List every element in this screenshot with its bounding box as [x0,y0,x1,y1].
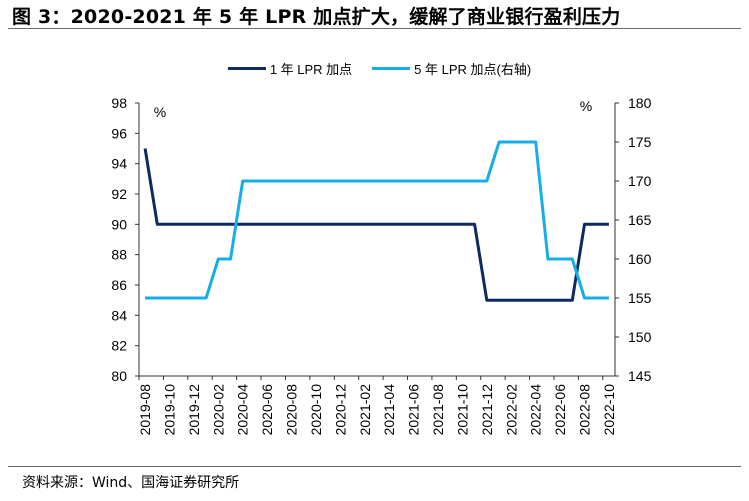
right-tick-label: 170 [628,173,652,189]
x-tick-label: 2022-04 [528,384,544,436]
footer-divider [8,466,741,467]
right-tick-label: 175 [628,134,652,150]
right-axis-unit: % [580,98,592,114]
x-tick-label: 2020-08 [284,384,300,436]
legend-label-5y: 5 年 LPR 加点(右轴) [414,62,532,77]
left-tick-label: 88 [111,247,127,263]
series-line-1y-lpr-spread [143,148,609,302]
x-tick-label: 2022-02 [503,384,519,436]
x-tick-label: 2019-08 [137,384,153,436]
x-tick-label: 2021-06 [406,384,422,436]
x-tick-label: 2022-08 [576,384,592,436]
x-tick-label: 2022-06 [552,384,568,436]
left-tick-label: 98 [111,95,127,111]
right-tick-label: 150 [628,329,652,345]
left-tick-label: 86 [111,277,127,293]
x-tick-label: 2021-10 [454,384,470,436]
x-tick-label: 2021-02 [357,384,373,436]
series-line-5y-lpr-spread [145,140,609,300]
x-tick-label: 2020-06 [259,384,275,436]
left-axis-unit: % [154,104,166,120]
x-tick-label: 2022-10 [601,384,617,436]
left-tick-label: 80 [111,368,127,384]
chart-legend: 1 年 LPR 加点 5 年 LPR 加点(右轴) [0,59,749,78]
legend-swatch-5y [372,67,411,70]
legend-label-1y: 1 年 LPR 加点 [269,62,353,77]
left-tick-label: 94 [111,156,127,172]
x-tick-label: 2021-12 [479,384,495,436]
right-tick-label: 160 [628,251,652,267]
x-tick-label: 2021-08 [430,384,446,436]
right-tick-label: 145 [628,368,652,384]
left-tick-label: 84 [111,307,127,323]
x-tick-label: 2019-10 [162,384,178,436]
left-tick-label: 90 [111,216,127,232]
x-tick-label: 2021-04 [381,384,397,436]
source-note: 资料来源：Wind、国海证券研究所 [22,475,240,491]
x-tick-label: 2019-12 [186,384,202,436]
legend-swatch-1y [227,67,266,70]
legend-item-5y: 5 年 LPR 加点(右轴) [372,59,531,78]
right-tick-label: 165 [628,212,652,228]
x-tick-label: 2020-02 [210,384,226,436]
x-tick-label: 2020-10 [308,384,324,436]
x-tick-label: 2020-12 [332,384,348,436]
left-tick-label: 92 [111,186,127,202]
legend-item-1y: 1 年 LPR 加点 [227,59,353,78]
right-tick-label: 155 [628,290,652,306]
left-tick-label: 96 [111,125,127,141]
left-tick-label: 82 [111,338,127,354]
figure-title: 图 3：2020-2021 年 5 年 LPR 加点扩大，缓解了商业银行盈利压力 [12,6,621,28]
title-divider [8,28,741,29]
x-tick-label: 2020-04 [235,384,251,436]
right-tick-label: 180 [628,95,652,111]
